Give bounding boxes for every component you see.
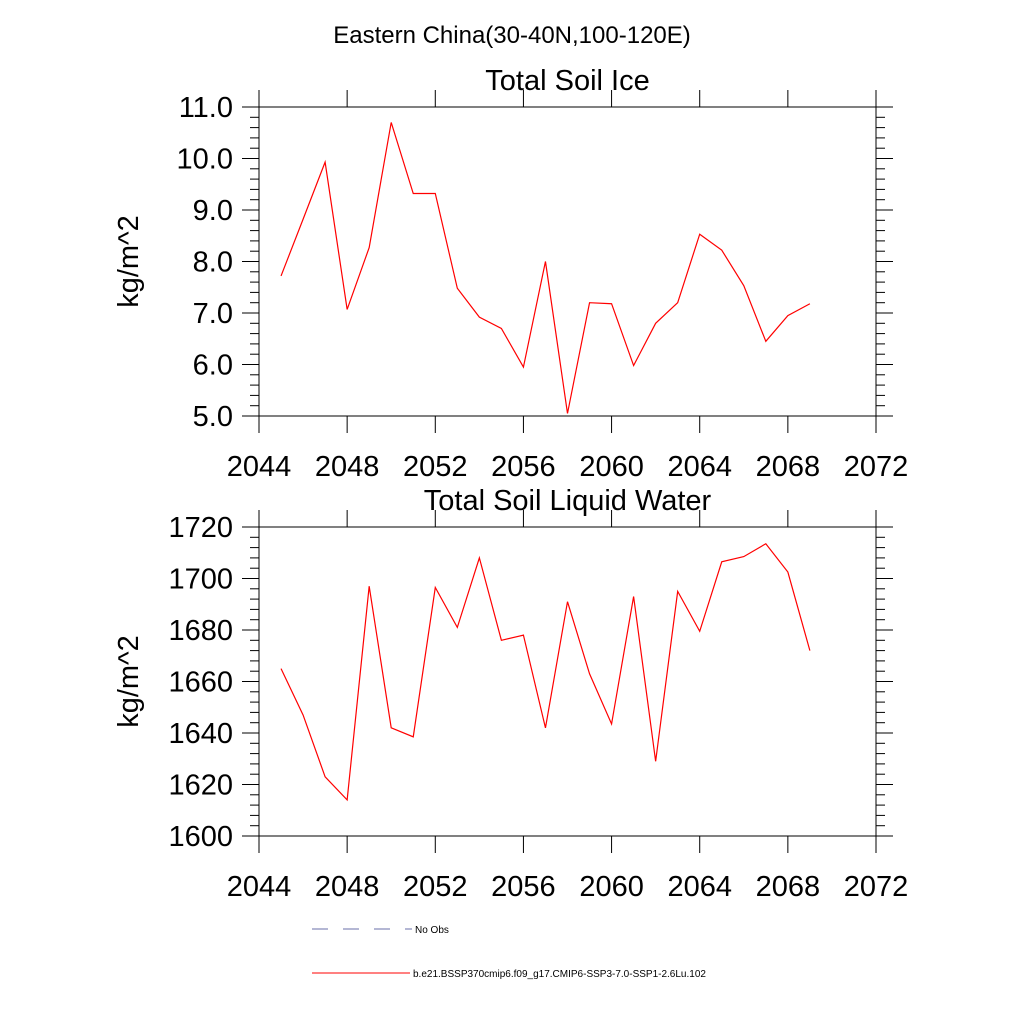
y-tick-label: 1640 — [168, 718, 233, 750]
y-tick-label: 6.0 — [193, 350, 233, 382]
legend: No Obs b.e21.BSSP370cmip6.f09_g17.CMIP6-S… — [312, 925, 706, 980]
panel-title: Total Soil Ice — [485, 65, 649, 97]
x-tick-label: 2068 — [756, 871, 821, 903]
plot-frame — [258, 106, 877, 417]
x-tick-label: 2052 — [403, 451, 468, 483]
y-tick-label: 9.0 — [193, 195, 233, 227]
y-tick-label: 1660 — [168, 667, 233, 699]
y-tick-label: 1600 — [168, 821, 233, 853]
x-tick-label: 2048 — [315, 871, 380, 903]
figure-title: Eastern China(30-40N,100-120E) — [333, 22, 691, 49]
y-tick-label: 10.0 — [177, 144, 233, 176]
y-axis-label: kg/m^2 — [113, 635, 145, 728]
y-axis-label: kg/m^2 — [113, 215, 145, 308]
y-tick-label: 1700 — [168, 564, 233, 596]
x-tick-label: 2044 — [227, 871, 292, 903]
panel-soil-liquid-water: Total Soil Liquid Water kg/m^2 1600 1620 164… — [113, 485, 908, 903]
x-tick-label: 2052 — [403, 871, 468, 903]
x-tick-label: 2068 — [756, 451, 821, 483]
legend-label: No Obs — [415, 925, 449, 936]
y-tick-label: 1620 — [168, 770, 233, 802]
plot-frame — [258, 526, 877, 837]
y-tick-label: 5.0 — [193, 401, 233, 433]
y-tick-label: 1720 — [168, 512, 233, 544]
y-tick-label: 8.0 — [193, 247, 233, 279]
series-line — [280, 122, 811, 414]
series-line — [280, 542, 811, 802]
y-tick-label: 11.0 — [179, 92, 233, 124]
y-tick-label: 7.0 — [193, 298, 233, 330]
x-tick-label: 2056 — [491, 451, 556, 483]
panel-title: Total Soil Liquid Water — [424, 485, 712, 517]
legend-label: b.e21.BSSP370cmip6.f09_g17.CMIP6-SSP3-7.… — [413, 969, 706, 980]
x-tick-label: 2048 — [315, 451, 380, 483]
x-tick-label: 2064 — [667, 871, 732, 903]
x-tick-label: 2072 — [844, 871, 909, 903]
x-tick-label: 2064 — [667, 451, 732, 483]
x-tick-label: 2056 — [491, 871, 556, 903]
x-tick-label: 2072 — [844, 451, 909, 483]
x-tick-label: 2060 — [579, 451, 644, 483]
x-tick-label: 2044 — [227, 451, 292, 483]
y-tick-label: 1680 — [168, 615, 233, 647]
x-tick-label: 2060 — [579, 871, 644, 903]
panel-soil-ice: Total Soil Ice kg/m^2 5.0 6.0 7.0 8.0 9.0 10.0 1… — [113, 65, 908, 483]
